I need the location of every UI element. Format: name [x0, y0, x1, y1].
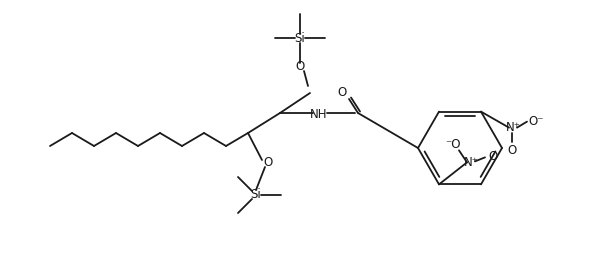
Text: Si: Si: [295, 31, 305, 44]
Text: N⁺: N⁺: [464, 156, 478, 169]
Text: NH: NH: [311, 108, 328, 121]
Text: Si: Si: [251, 189, 261, 202]
Text: N⁺: N⁺: [505, 121, 520, 134]
Text: O: O: [264, 156, 273, 169]
Text: ⁻O: ⁻O: [445, 138, 461, 151]
Text: O: O: [507, 144, 517, 157]
Text: O: O: [337, 85, 347, 98]
Text: O⁻: O⁻: [528, 115, 544, 128]
Text: O: O: [295, 60, 305, 73]
Text: O: O: [488, 150, 497, 163]
